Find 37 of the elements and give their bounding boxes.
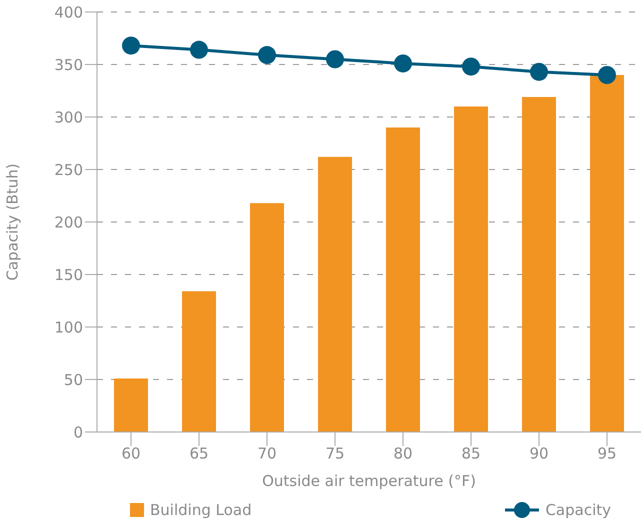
y-tick-label: 150 xyxy=(54,266,83,284)
legend-label: Building Load xyxy=(149,500,252,520)
point xyxy=(394,54,412,72)
x-tick-label: 80 xyxy=(393,444,413,463)
y-tick-label: 350 xyxy=(54,56,83,74)
y-tick-label: 400 xyxy=(54,3,83,22)
bar xyxy=(250,203,284,432)
x-tick-label: 70 xyxy=(257,444,277,463)
bar xyxy=(182,291,216,432)
y-tick-label: 100 xyxy=(54,318,83,336)
x-tick-label: 65 xyxy=(189,444,209,463)
y-tick-label: 300 xyxy=(54,108,83,126)
x-tick-label: 75 xyxy=(325,444,345,463)
x-tick-label: 95 xyxy=(597,444,617,463)
point xyxy=(258,46,276,64)
bar xyxy=(454,106,488,432)
y-axis-title: Capacity (Btuh) xyxy=(3,163,22,281)
y-tick-label: 200 xyxy=(54,213,83,232)
bar xyxy=(590,75,624,432)
bar xyxy=(114,378,148,432)
point xyxy=(122,36,140,55)
y-tick-label: 250 xyxy=(54,160,83,179)
point xyxy=(598,66,616,84)
legend-label: Capacity xyxy=(544,500,611,520)
point xyxy=(530,62,548,81)
y-tick-label: 50 xyxy=(64,370,83,389)
point xyxy=(190,40,208,59)
x-axis-title: Outside air temperature (°F) xyxy=(261,472,477,490)
point xyxy=(462,58,480,76)
x-tick-label: 90 xyxy=(529,444,549,463)
y-tick-label: 0 xyxy=(73,423,83,442)
point xyxy=(326,50,344,68)
bar xyxy=(318,156,352,432)
x-tick-label: 60 xyxy=(121,444,141,463)
bar xyxy=(386,128,420,432)
bar xyxy=(522,97,556,432)
x-tick-label: 85 xyxy=(461,444,481,463)
